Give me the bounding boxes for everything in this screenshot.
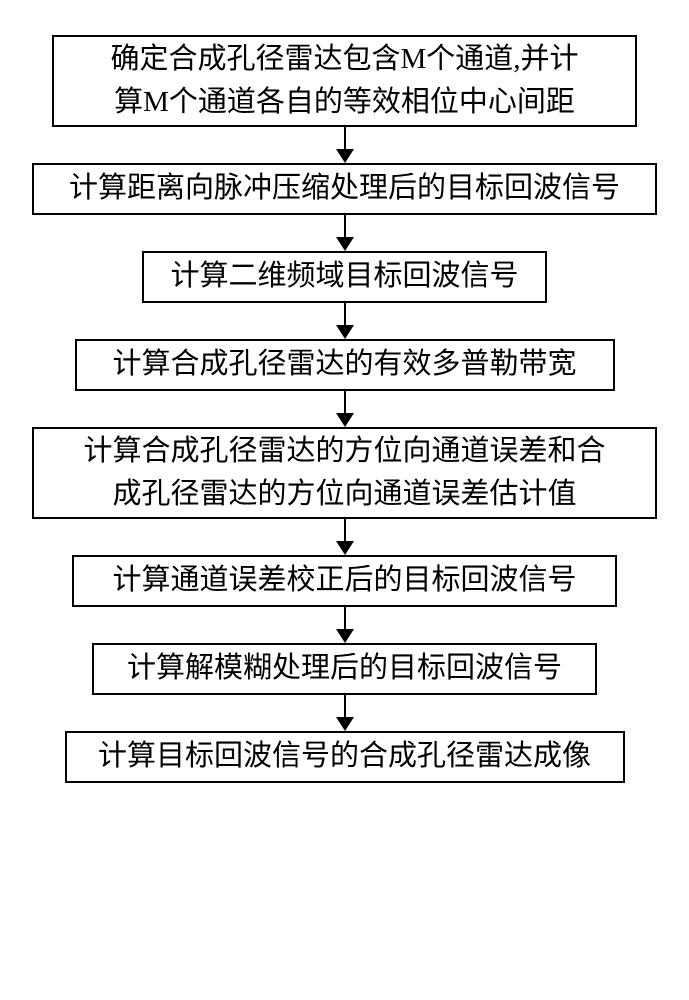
arrow-line (344, 519, 346, 541)
step-text: 计算目标回波信号的合成孔径雷达成像 (98, 735, 591, 779)
arrow-2 (336, 215, 354, 251)
arrow-line (344, 127, 346, 149)
arrow-line (344, 215, 346, 237)
step-text: 计算距离向脉冲压缩处理后的目标回波信号 (69, 167, 620, 211)
step-text: 确定合成孔径雷达包含M个通道,并计 算M个通道各自的等效相位中心间距 (110, 38, 578, 125)
arrow-line (344, 303, 346, 325)
arrow-4 (336, 391, 354, 427)
flowchart-step-6: 计算通道误差校正后的目标回波信号 (72, 555, 617, 607)
arrow-head-icon (336, 325, 354, 339)
arrow-head-icon (336, 413, 354, 427)
arrow-5 (336, 519, 354, 555)
arrow-head-icon (336, 541, 354, 555)
flowchart-step-3: 计算二维频域目标回波信号 (142, 251, 547, 303)
step-text: 计算通道误差校正后的目标回波信号 (112, 559, 576, 603)
flowchart-step-2: 计算距离向脉冲压缩处理后的目标回波信号 (32, 163, 657, 215)
step-text: 计算二维频域目标回波信号 (170, 255, 518, 299)
arrow-head-icon (336, 717, 354, 731)
arrow-3 (336, 303, 354, 339)
arrow-line (344, 607, 346, 629)
step-text: 计算合成孔径雷达的方位向通道误差和合 成孔径雷达的方位向通道误差估计值 (83, 430, 605, 517)
arrow-line (344, 391, 346, 413)
step-text: 计算合成孔径雷达的有效多普勒带宽 (112, 343, 576, 387)
flowchart-step-8: 计算目标回波信号的合成孔径雷达成像 (65, 731, 625, 783)
arrow-head-icon (336, 237, 354, 251)
arrow-6 (336, 607, 354, 643)
arrow-1 (336, 127, 354, 163)
flowchart-step-7: 计算解模糊处理后的目标回波信号 (92, 643, 597, 695)
flowchart-step-4: 计算合成孔径雷达的有效多普勒带宽 (75, 339, 615, 391)
flowchart-step-1: 确定合成孔径雷达包含M个通道,并计 算M个通道各自的等效相位中心间距 (52, 35, 637, 127)
flowchart-container: 确定合成孔径雷达包含M个通道,并计 算M个通道各自的等效相位中心间距 计算距离向… (32, 35, 657, 783)
step-text: 计算解模糊处理后的目标回波信号 (127, 647, 562, 691)
arrow-7 (336, 695, 354, 731)
arrow-line (344, 695, 346, 717)
arrow-head-icon (336, 149, 354, 163)
arrow-head-icon (336, 629, 354, 643)
flowchart-step-5: 计算合成孔径雷达的方位向通道误差和合 成孔径雷达的方位向通道误差估计值 (32, 427, 657, 519)
